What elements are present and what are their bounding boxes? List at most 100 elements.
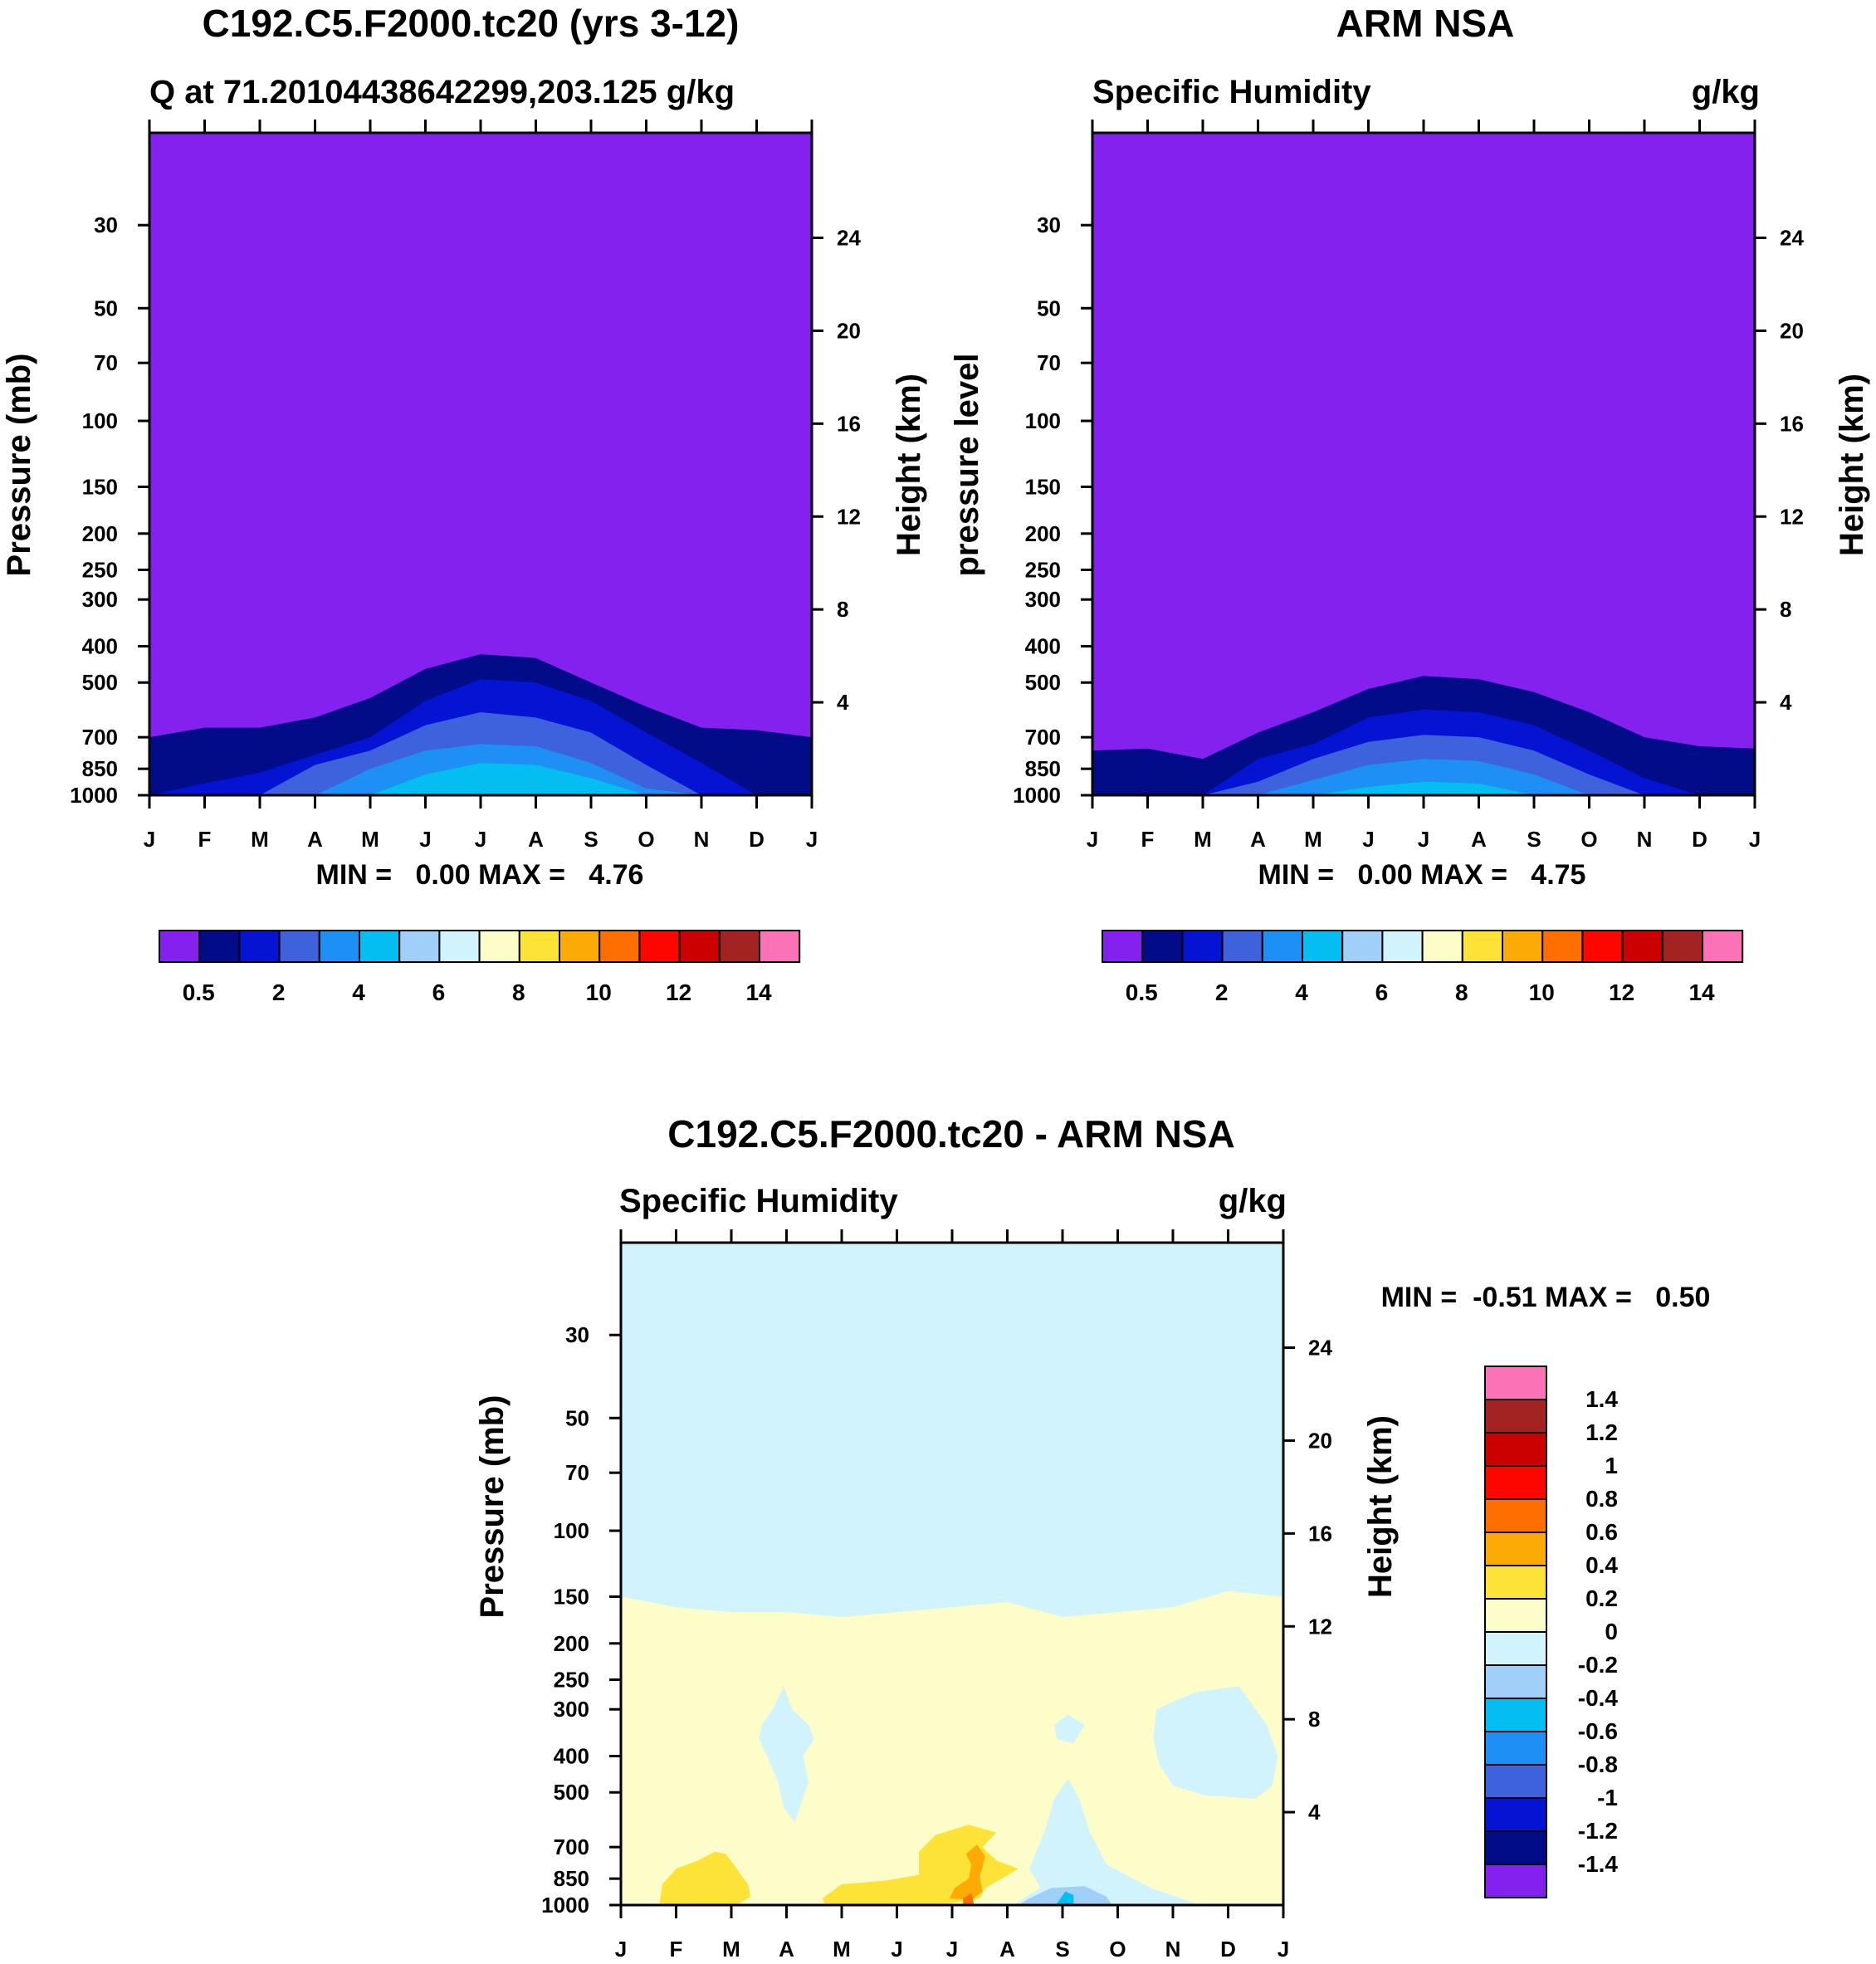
panel-model-stats: MIN = 0.00 MAX = 4.76	[316, 859, 644, 891]
panel-diff-title: C192.C5.F2000.tc20 - ARM NSA	[667, 1112, 1234, 1155]
colorbar-label: -1.4	[1578, 1851, 1619, 1877]
month-tick-label: J	[891, 1937, 902, 1962]
height-tick-label: 8	[1780, 597, 1791, 622]
month-tick-label: A	[528, 827, 544, 852]
pressure-tick-label: 200	[554, 1631, 589, 1656]
pressure-tick-label: 150	[554, 1584, 589, 1609]
pressure-tick-label: 70	[565, 1460, 589, 1485]
colorbar-swatch	[638, 930, 681, 963]
colorbar-swatch	[1484, 1532, 1547, 1566]
pressure-tick-label: 250	[554, 1667, 589, 1692]
colorbar-swatch	[159, 930, 201, 963]
contour-fill-4	[149, 763, 812, 795]
panel-model-colorbar: 0.5 2 4 6 8 10 12 14	[159, 930, 801, 1005]
month-tick-label: J	[806, 827, 818, 852]
month-tick-label: J	[615, 1937, 627, 1962]
colorbar-swatch	[718, 930, 760, 963]
panel-obs-subtitle-right: g/kg	[1692, 74, 1760, 110]
colorbar-swatch	[1461, 930, 1504, 963]
height-tick-label: 12	[1308, 1614, 1332, 1639]
panel-diff-colorbar: 1.4 1.2 1 0.8 0.6 0.4 0.2 0 -0.2 -0.4 -0.6 -0.8 -1 -1…	[1484, 1366, 1619, 1898]
diff-fill-negative-upper	[621, 1243, 1283, 1617]
colorbar-swatch	[1302, 930, 1344, 963]
colorbar-label: 4	[352, 980, 365, 1005]
month-tick-label: J	[1278, 1937, 1289, 1962]
pressure-tick-label: 400	[554, 1744, 589, 1769]
height-tick-label: 20	[837, 318, 861, 343]
pressure-tick-label: 150	[82, 474, 118, 499]
pressure-tick-label: 700	[82, 725, 118, 750]
colorbar-label: 6	[1375, 980, 1389, 1005]
colorbar-label: 14	[1688, 980, 1715, 1005]
pressure-tick-label: 250	[82, 557, 118, 582]
colorbar-swatch	[1484, 1598, 1547, 1633]
colorbar-swatch	[1502, 930, 1544, 963]
month-tick-label: D	[1692, 827, 1707, 852]
colorbar-label: -0.4	[1578, 1685, 1619, 1711]
height-tick-label: 20	[1780, 318, 1804, 343]
diff-fill-negative-06	[1057, 1891, 1074, 1905]
panel-diff-stats: MIN = -0.51 MAX = 0.50	[1381, 1282, 1711, 1313]
pressure-tick-label: 300	[82, 587, 118, 612]
colorbar-label: 12	[1609, 980, 1634, 1005]
month-tick-label: A	[1471, 827, 1487, 852]
colorbar-swatch	[238, 930, 281, 963]
month-tick-label: N	[694, 827, 710, 852]
colorbar-label: 0.8	[1585, 1486, 1618, 1512]
pressure-tick-label: 200	[82, 521, 118, 546]
colorbar-label: 0.5	[1126, 980, 1158, 1005]
colorbar-label: 4	[1295, 980, 1308, 1005]
colorbar-swatch	[1221, 930, 1263, 963]
pressure-tick-label: 300	[1025, 587, 1061, 612]
colorbar-label: 12	[666, 980, 691, 1005]
diff-fill-negative-sept	[1013, 1778, 1201, 1905]
pressure-tick-label: 850	[1025, 756, 1061, 781]
colorbar-swatch	[1381, 930, 1424, 963]
colorbar-swatch	[1181, 930, 1224, 963]
colorbar-swatch	[1141, 930, 1184, 963]
colorbar-swatch	[198, 930, 241, 963]
colorbar-swatch	[1421, 930, 1463, 963]
height-tick-label: 16	[1308, 1521, 1332, 1546]
pressure-tick-label: 30	[1037, 213, 1061, 237]
month-tick-label: D	[1220, 1937, 1236, 1962]
panel-model: C192.C5.F2000.tc20 (yrs 3-12) Q at 71.20…	[1, 2, 927, 1005]
height-tick-label: 4	[1780, 690, 1792, 715]
colorbar-swatch	[1484, 1631, 1547, 1666]
pressure-tick-label: 850	[554, 1866, 589, 1891]
panel-obs-stats: MIN = 0.00 MAX = 4.75	[1258, 859, 1586, 891]
pressure-tick-label: 500	[1025, 670, 1061, 695]
height-tick-label: 16	[837, 411, 861, 436]
colorbar-label: 14	[745, 980, 772, 1005]
colorbar-label: -0.6	[1578, 1718, 1618, 1744]
colorbar-swatch	[1484, 1698, 1547, 1732]
month-tick-label: O	[638, 827, 654, 852]
pressure-tick-label: 1000	[70, 783, 118, 808]
month-tick-label: S	[584, 827, 598, 852]
colorbar-swatch	[398, 930, 441, 963]
height-tick-label: 24	[1308, 1336, 1332, 1361]
panel-obs-ylabel-left: pressure level	[949, 353, 985, 576]
colorbar-label: -0.8	[1578, 1751, 1618, 1777]
colorbar-swatch	[318, 930, 360, 963]
height-tick-label: 24	[837, 226, 861, 251]
colorbar-swatch	[1484, 1465, 1547, 1500]
pressure-tick-label: 70	[94, 350, 118, 375]
colorbar-label: 6	[432, 980, 446, 1005]
colorbar-swatch	[1484, 1432, 1547, 1467]
height-tick-label: 12	[837, 504, 861, 529]
pressure-tick-label: 400	[1025, 634, 1061, 659]
pressure-tick-label: 1000	[1013, 783, 1061, 808]
panel-diff-subtitle-right: g/kg	[1219, 1183, 1287, 1219]
pressure-tick-label: 50	[1037, 296, 1061, 320]
month-tick-label: J	[1362, 827, 1374, 852]
pressure-tick-label: 500	[554, 1780, 589, 1805]
colorbar-label: -0.2	[1578, 1652, 1618, 1678]
panel-diff: C192.C5.F2000.tc20 - ARM NSA Specific Hu…	[474, 1112, 1710, 1962]
pressure-tick-label: 70	[1037, 350, 1061, 375]
contour-fill-4	[1092, 781, 1755, 795]
colorbar-label: -1.2	[1578, 1818, 1618, 1844]
diff-fill-negative-april	[759, 1686, 814, 1822]
